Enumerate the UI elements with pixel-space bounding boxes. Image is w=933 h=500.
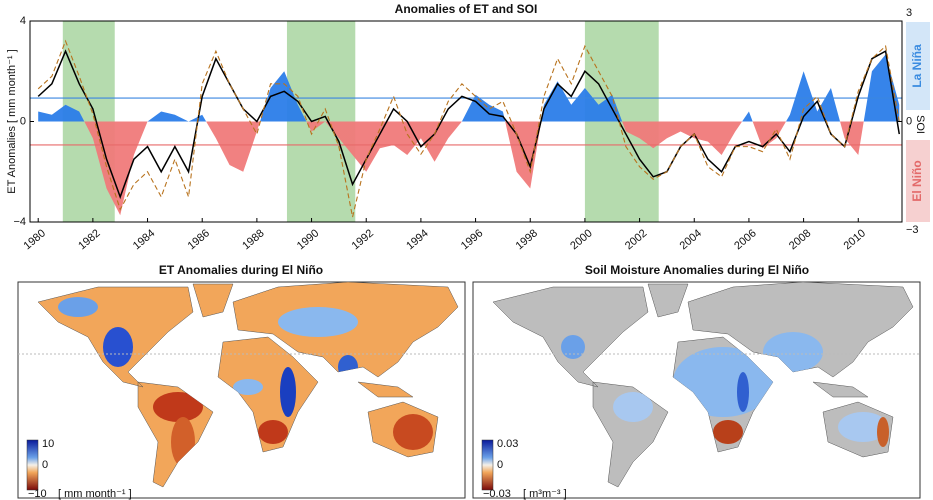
y-axis-label: ET Anomalies [ mm month⁻¹ ] — [6, 49, 18, 193]
colorbar — [26, 439, 39, 491]
x-tick-label: 1986 — [186, 227, 212, 252]
x-tick-label: 1980 — [22, 227, 48, 252]
colorbar-tick-label: −10 — [28, 488, 47, 500]
x-tick-label: 1984 — [131, 227, 157, 252]
x-tick-label: 2008 — [787, 227, 813, 252]
time-series-plot: −4 0 4 −3 0 3 1980 1982 1984 1986 1988 1990 1992 1994… — [6, 7, 926, 252]
colorbar-units: [ m³m⁻³ ] — [523, 488, 567, 500]
y-tick-label: 4 — [20, 15, 26, 27]
x-tick-label: 2010 — [842, 227, 868, 252]
et-line — [37, 49, 901, 200]
y2-tick-label: 3 — [906, 7, 912, 19]
la-nina-box — [906, 22, 930, 110]
y2-axis-label: SOI — [914, 115, 926, 134]
colorbar-tick-label: 10 — [42, 438, 54, 450]
soil-moisture-map: 0.03 0 −0.03 [ m³m⁻³ ] — [472, 281, 921, 500]
et-map: 10 0 −10 [ mm month⁻¹ ] — [17, 281, 466, 500]
x-tick-label: 1982 — [76, 227, 102, 252]
x-tick-label: 2006 — [732, 227, 758, 252]
et-line — [37, 39, 900, 218]
el-nino-label: El Niño — [910, 160, 924, 201]
x-tick-label: 2004 — [678, 227, 704, 252]
colorbar-tick-label: 0.03 — [497, 438, 518, 450]
x-tick-label: 1994 — [404, 227, 430, 252]
colorbar-tick-label: 0 — [42, 459, 48, 471]
x-tick-label: 2002 — [623, 227, 649, 252]
map-title: Soil Moisture Anomalies during El Niño — [585, 263, 809, 277]
soi-area — [38, 54, 900, 216]
colorbar-tick-label: −0.03 — [483, 488, 511, 500]
map-title: ET Anomalies during El Niño — [159, 263, 323, 277]
colorbar-tick-label: 0 — [497, 459, 503, 471]
x-tick-label: 1996 — [459, 227, 485, 252]
y-tick-label: 0 — [20, 115, 26, 127]
x-tick-label: 2000 — [568, 227, 594, 252]
x-tick-label: 1992 — [350, 227, 376, 252]
chart-title: Anomalies of ET and SOI — [395, 2, 538, 16]
colorbar — [481, 439, 494, 491]
el-nino-box — [906, 140, 930, 222]
la-nina-label: La Niña — [910, 44, 924, 88]
x-tick-label: 1998 — [514, 227, 540, 252]
x-tick-label: 1988 — [240, 227, 266, 252]
y2-tick-label: 0 — [906, 115, 912, 127]
colorbar-units: [ mm month⁻¹ ] — [58, 488, 132, 500]
y2-tick-label: −3 — [906, 224, 919, 236]
x-tick-label: 1990 — [295, 227, 321, 252]
y-tick-label: −4 — [13, 216, 26, 228]
